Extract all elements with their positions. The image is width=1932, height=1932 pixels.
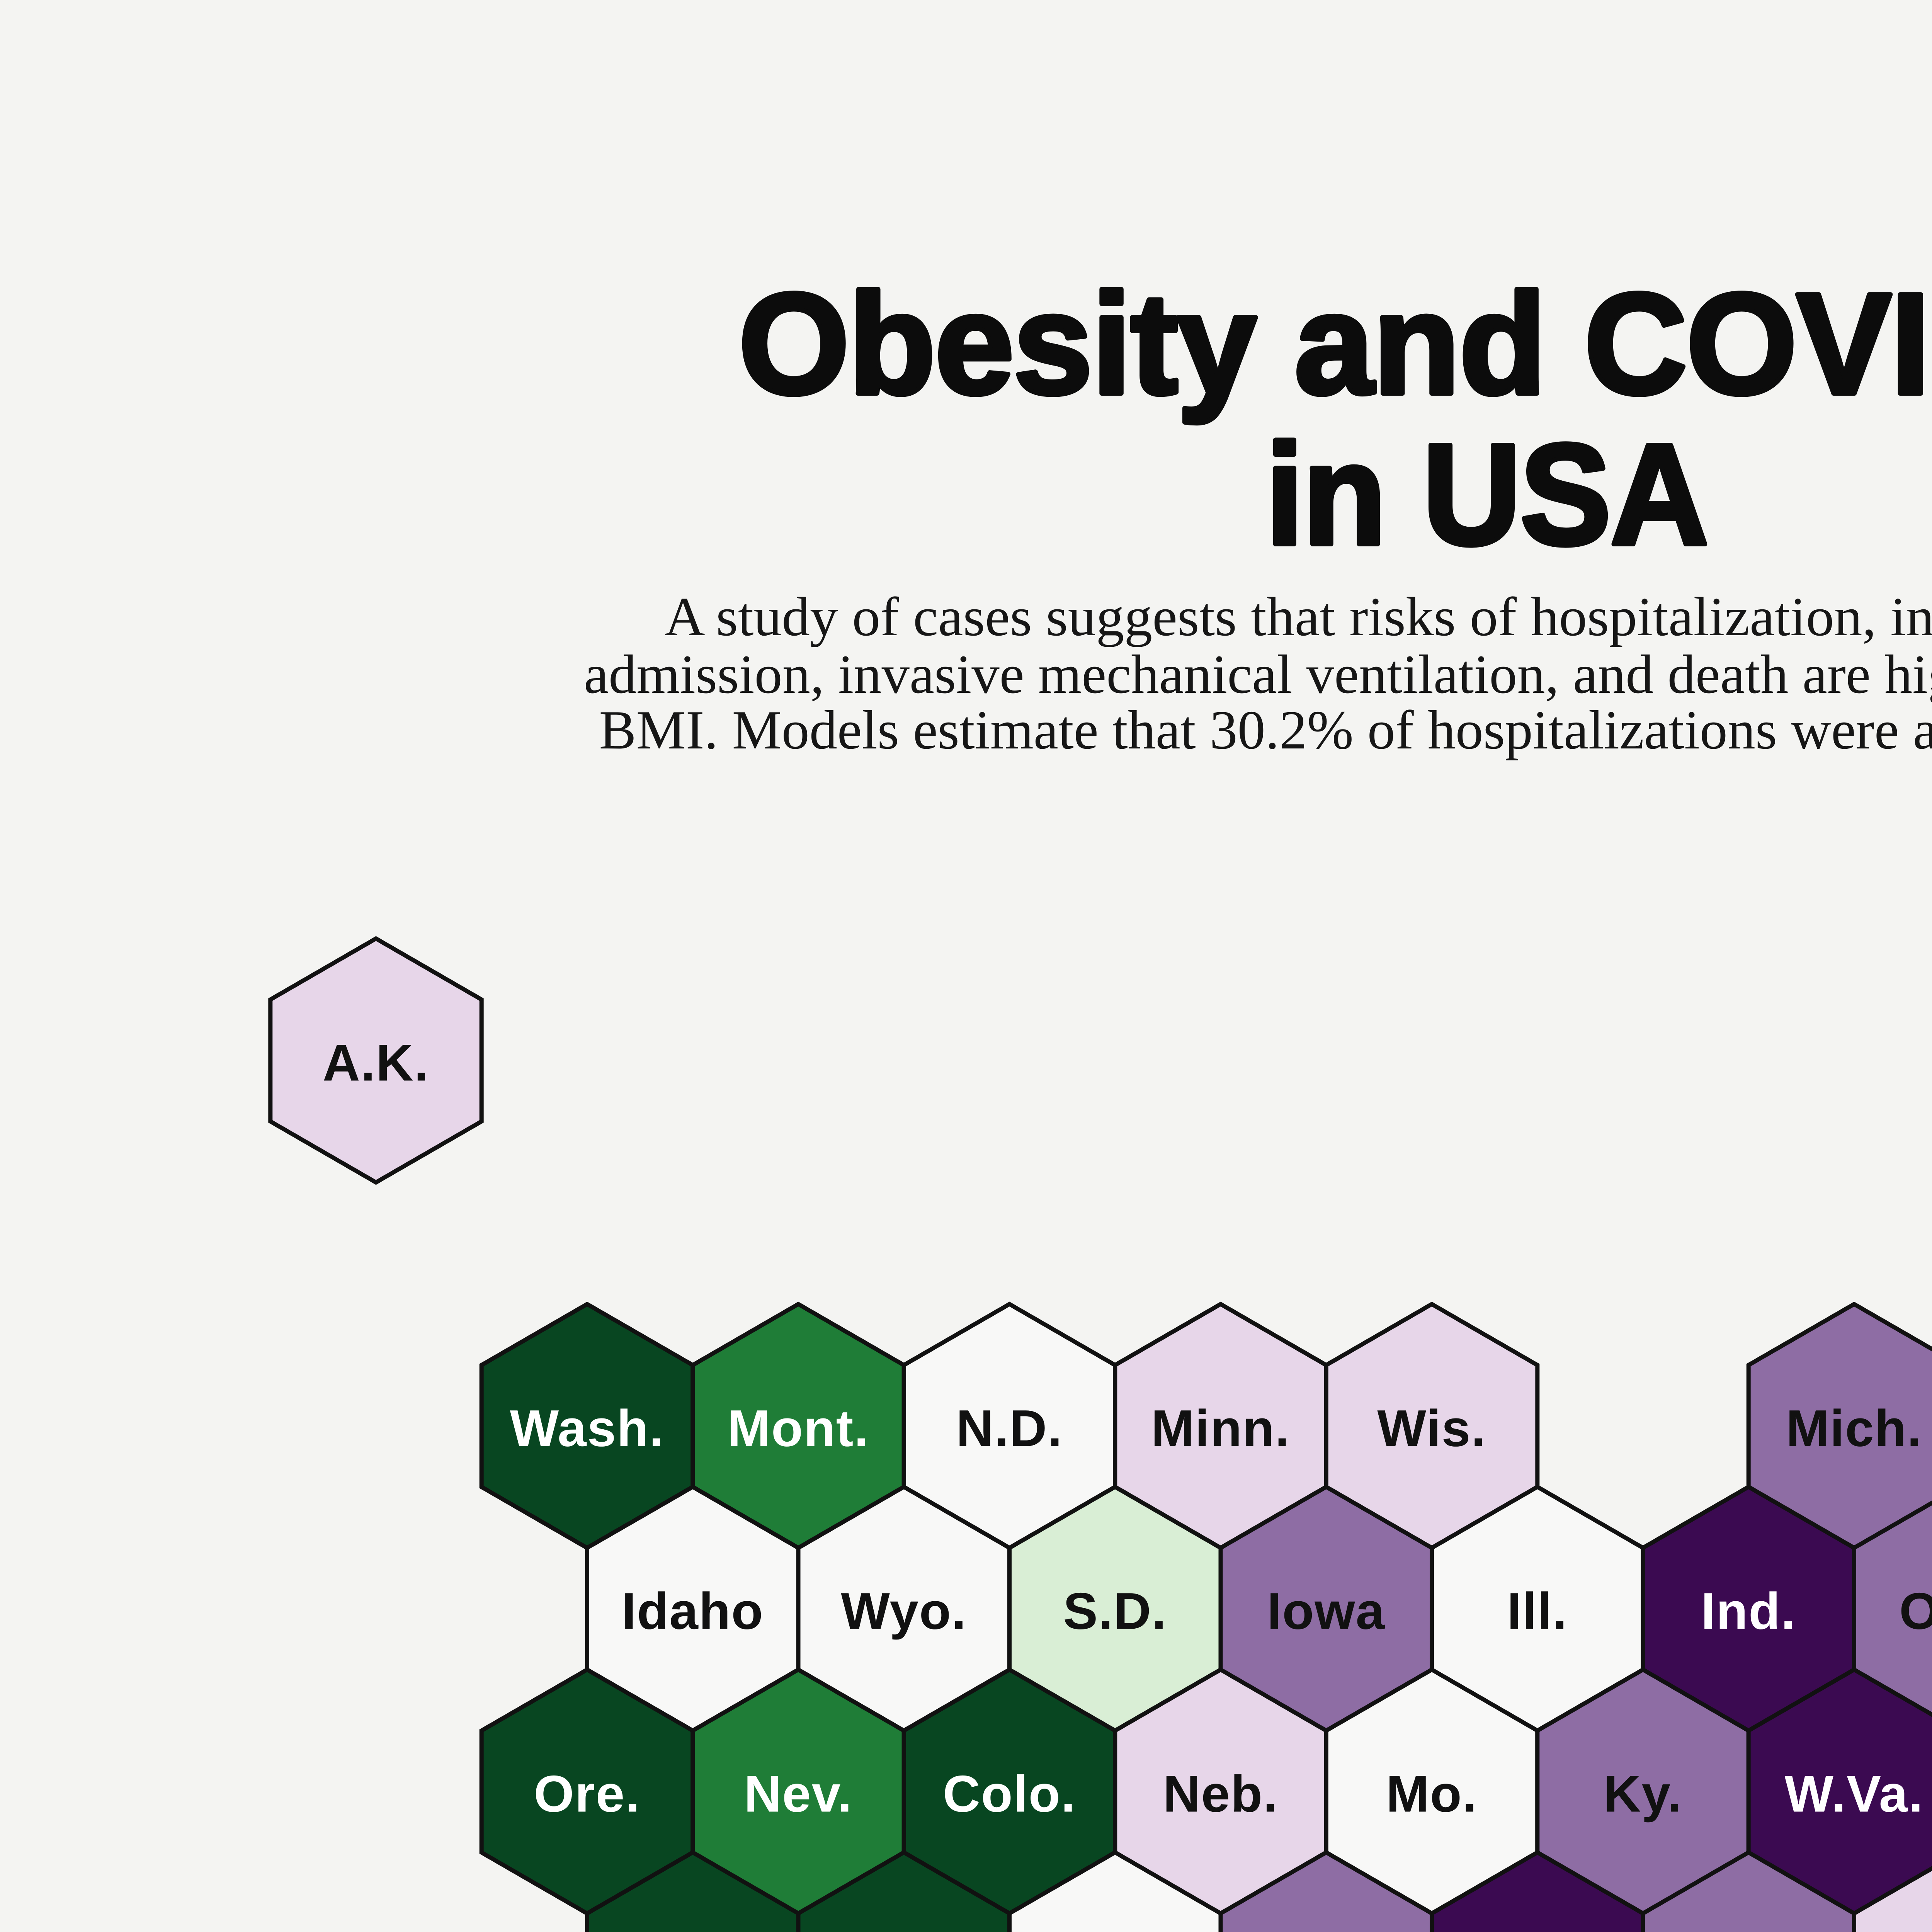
svg-text:Mich.: Mich. — [1786, 1400, 1922, 1458]
svg-text:BMI. Models estimate that 30.2: BMI. Models estimate that 30.2% of hospi… — [599, 699, 1932, 760]
svg-text:Wis.: Wis. — [1377, 1400, 1486, 1458]
svg-text:A study of cases suggests that: A study of cases suggests that risks of … — [665, 586, 1932, 647]
svg-text:N.D.: N.D. — [956, 1400, 1063, 1458]
svg-text:Neb.: Neb. — [1163, 1765, 1278, 1823]
svg-text:Ind.: Ind. — [1701, 1583, 1796, 1640]
svg-text:Idaho: Idaho — [622, 1583, 764, 1640]
svg-text:Ky.: Ky. — [1604, 1765, 1683, 1823]
svg-text:in USA: in USA — [1266, 414, 1708, 575]
svg-text:Ore.: Ore. — [534, 1765, 640, 1823]
svg-text:Wash.: Wash. — [510, 1400, 665, 1458]
svg-text:Wyo.: Wyo. — [841, 1583, 967, 1640]
svg-text:Mo.: Mo. — [1386, 1765, 1478, 1823]
svg-text:Iowa: Iowa — [1267, 1583, 1385, 1640]
svg-text:W.Va.: W.Va. — [1784, 1765, 1923, 1823]
svg-text:Ill.: Ill. — [1507, 1583, 1568, 1640]
svg-text:Nev.: Nev. — [744, 1765, 852, 1823]
svg-text:Colo.: Colo. — [943, 1765, 1076, 1823]
svg-text:Obesity and COVID-19: Obesity and COVID-19 — [739, 263, 1932, 425]
svg-text:S.D.: S.D. — [1063, 1583, 1167, 1640]
svg-text:Minn.: Minn. — [1151, 1400, 1290, 1458]
svg-text:admission, invasive mechanical: admission, invasive mechanical ventilati… — [584, 644, 1932, 705]
svg-text:Ohio: Ohio — [1899, 1583, 1932, 1640]
svg-text:Mont.: Mont. — [727, 1400, 869, 1458]
svg-text:A.K.: A.K. — [323, 1034, 429, 1092]
